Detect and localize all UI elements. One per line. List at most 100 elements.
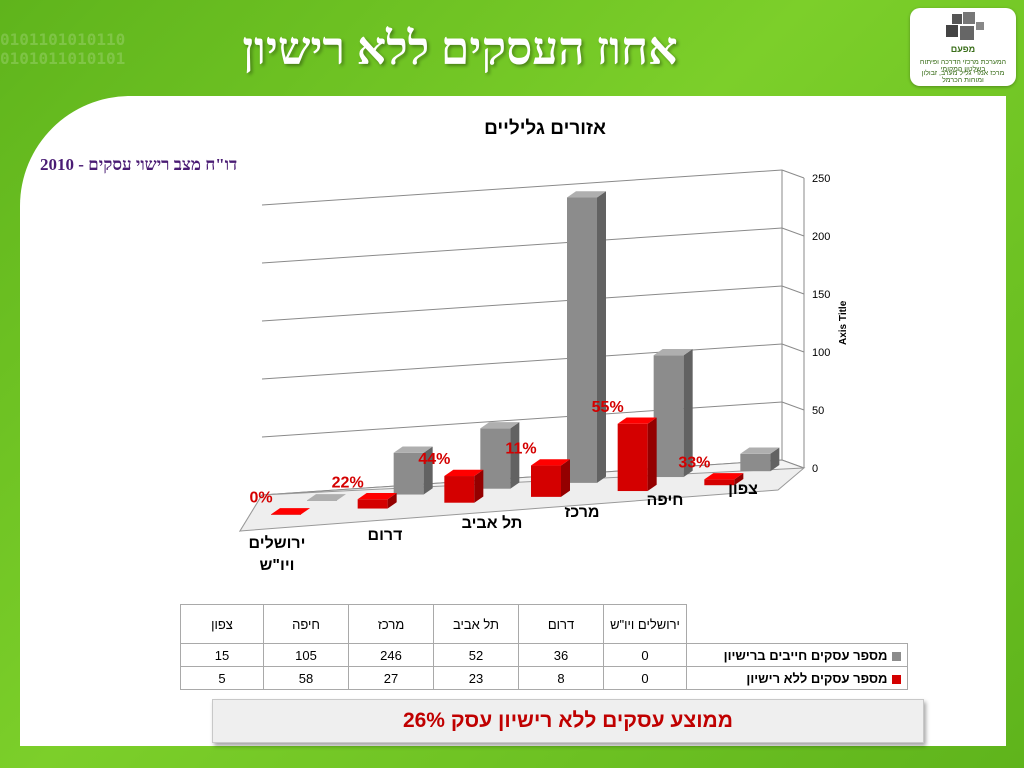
bar-unlicensed-side xyxy=(561,459,570,497)
x-category-label: מרכז xyxy=(564,504,599,521)
bar-unlicensed xyxy=(617,423,648,492)
table-cell: 27 xyxy=(348,666,434,690)
y-tick-label: 50 xyxy=(812,405,824,417)
gridline xyxy=(261,401,783,438)
bar-unlicensed-side xyxy=(474,469,484,503)
logo: מפעם המערכת מרכזי הדרכה ופיתוח בשלטון המ… xyxy=(910,8,1016,86)
table-row-header: מספר עסקים חייבים ברישיון xyxy=(686,643,908,667)
table-cell: 36 xyxy=(518,643,604,667)
bar-licensed-top xyxy=(393,446,433,453)
gridline xyxy=(261,169,783,206)
table-header-cell: תל אביב xyxy=(433,604,519,644)
gridline-side xyxy=(781,343,805,353)
percent-label: 44% xyxy=(418,451,450,468)
table-cell: 15 xyxy=(180,643,264,667)
x-category-label: חיפה xyxy=(647,492,684,509)
bar-licensed xyxy=(567,197,597,483)
bar-licensed-side xyxy=(510,422,520,489)
bar-unlicensed-top xyxy=(704,473,744,480)
table-cell: 8 xyxy=(518,666,604,690)
series-name-unlicensed: מספר עסקים ללא רישיון xyxy=(746,670,888,686)
table-header-cell: חיפה xyxy=(263,604,349,644)
table-cell: 5 xyxy=(180,666,264,690)
logo-mark-icon xyxy=(946,12,984,40)
logo-tagline-2: מרכז אמרי גליל מערב, זבולון ומוחות הכרמל xyxy=(921,70,1005,84)
data-table: ירושלים ויו"ש דרום תל אביב מרכז חיפה צפו… xyxy=(180,604,908,690)
table-row: מספר עסקים ללא רישיון 0 8 23 27 58 5 xyxy=(180,666,908,690)
bar-licensed xyxy=(307,500,337,501)
bar-unlicensed-side xyxy=(734,473,744,486)
bar-unlicensed xyxy=(271,514,301,515)
legend-swatch-red xyxy=(891,674,901,684)
logo-name: מפעם xyxy=(950,44,976,54)
table-cell: 58 xyxy=(263,666,349,690)
gridline xyxy=(261,285,783,322)
table-row: מספר עסקים חייבים ברישיון 0 36 52 246 10… xyxy=(180,643,908,667)
bar-unlicensed xyxy=(357,499,388,509)
bar-licensed xyxy=(393,452,424,495)
series-name-licensed: מספר עסקים חייבים ברישיון xyxy=(723,647,888,663)
chart-title: אזורים גליליים xyxy=(484,118,606,139)
bar-licensed-top xyxy=(740,447,780,454)
bar-licensed xyxy=(653,355,684,478)
logo-tagline: המערכת מרכזי הדרכה ופיתוח בשלטון המקומי xyxy=(919,59,1007,73)
bar-unlicensed xyxy=(531,465,561,497)
bar-unlicensed-top xyxy=(357,493,397,500)
table-cell: 52 xyxy=(433,643,519,667)
report-subtitle: דו"ח מצב רישוי עסקים - 2010 xyxy=(40,155,238,174)
y-tick-label: 200 xyxy=(812,231,830,243)
y-axis-title: Axis Title xyxy=(838,300,849,345)
bar-unlicensed-side xyxy=(387,493,397,509)
slide-title: אחוז העסקים ללא רישיון xyxy=(242,23,678,74)
y-tick-label: 250 xyxy=(812,173,830,185)
table-header-cell: מרכז xyxy=(348,604,434,644)
bar-licensed-top xyxy=(307,494,346,501)
bar-unlicensed-top xyxy=(617,417,657,424)
table-header-cell: צפון xyxy=(180,604,264,644)
bar-unlicensed-top xyxy=(531,459,570,466)
table-cell: 105 xyxy=(263,643,349,667)
gridline-side xyxy=(781,401,805,411)
bar-unlicensed-top xyxy=(271,508,310,515)
legend-swatch-gray xyxy=(891,651,901,661)
bar-licensed-side xyxy=(770,447,780,472)
gridline-side xyxy=(781,227,805,237)
bar-licensed-top xyxy=(480,422,520,429)
bar-licensed-side xyxy=(423,446,433,495)
table-corner xyxy=(687,605,908,644)
x-category-label: ירושלים ויו"ש xyxy=(249,534,306,574)
y-tick-label: 150 xyxy=(812,289,830,301)
percent-label: 0% xyxy=(249,489,272,506)
y-tick-label: 0 xyxy=(812,463,818,475)
y-tick-label: 100 xyxy=(812,347,830,359)
table-cell: 0 xyxy=(603,666,687,690)
floor-front xyxy=(239,467,806,532)
table-row-header: מספר עסקים ללא רישיון xyxy=(686,666,908,690)
x-category-label: דרום xyxy=(368,527,403,544)
gridline-side xyxy=(781,285,805,295)
percent-label: 22% xyxy=(332,474,364,491)
gridline xyxy=(261,343,783,380)
bar-licensed-top xyxy=(567,191,606,198)
table-header-cell: דרום xyxy=(518,604,604,644)
table-cell: 246 xyxy=(348,643,434,667)
table-cell: 0 xyxy=(603,643,687,667)
x-category-label: תל אביב xyxy=(462,514,523,532)
gridline-side xyxy=(781,169,805,179)
table-header-cell: ירושלים ויו"ש xyxy=(603,604,687,644)
average-summary: ממוצע עסקים ללא רישיון עסק 26% xyxy=(212,699,924,743)
bar-unlicensed-side xyxy=(647,417,657,492)
percent-label: 33% xyxy=(678,454,710,471)
table-header-row: ירושלים ויו"ש דרום תל אביב מרכז חיפה צפו… xyxy=(180,604,908,644)
bar-unlicensed xyxy=(704,479,735,486)
bar-licensed-side xyxy=(597,191,606,483)
bar-licensed xyxy=(480,428,511,489)
percent-label: 11% xyxy=(505,441,536,458)
percent-label: 55% xyxy=(592,399,624,416)
x-category-label: צפון xyxy=(728,481,758,498)
bar-licensed-top xyxy=(653,348,693,356)
gridline xyxy=(261,227,783,264)
bar-licensed xyxy=(740,453,771,472)
bar-licensed-side xyxy=(683,348,693,478)
